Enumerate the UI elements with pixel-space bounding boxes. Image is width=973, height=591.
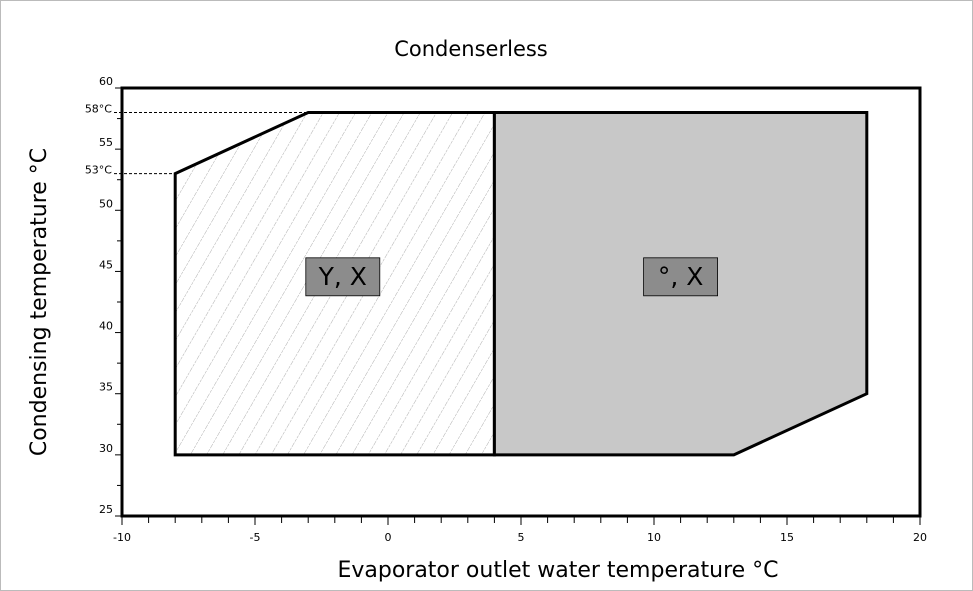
y-tick-label: 50 [99, 197, 113, 210]
y-tick-label: 30 [99, 442, 113, 455]
x-tick-label: 0 [385, 531, 392, 544]
x-tick-label: 20 [913, 531, 927, 544]
region-label-box [305, 257, 381, 297]
region-label: °, X [643, 257, 718, 297]
y-tick-label: 35 [99, 381, 113, 394]
x-tick-label: -5 [250, 531, 261, 544]
region-label-text: Y, X [318, 262, 367, 291]
y-tick-label: 40 [99, 320, 113, 333]
x-tick-label: 10 [647, 531, 661, 544]
region-label: Y, X [305, 257, 381, 297]
region-label-text: °, X [658, 262, 704, 291]
reference-label: 53°C [85, 164, 112, 177]
x-tick-label: -10 [113, 531, 131, 544]
y-tick-label: 60 [99, 75, 113, 88]
y-axis-title: Condensing temperature °C [27, 148, 52, 456]
y-tick-label: 55 [99, 136, 113, 149]
x-axis-title: Evaporator outlet water temperature °C [337, 558, 778, 583]
reference-label: 58°C [85, 102, 112, 115]
region-label-box [643, 257, 718, 297]
x-tick-label: 15 [780, 531, 794, 544]
x-tick-label: 5 [518, 531, 525, 544]
y-tick-label: 45 [99, 258, 113, 271]
chart-title: Condenserless [394, 37, 548, 61]
y-tick-label: 25 [99, 503, 113, 516]
